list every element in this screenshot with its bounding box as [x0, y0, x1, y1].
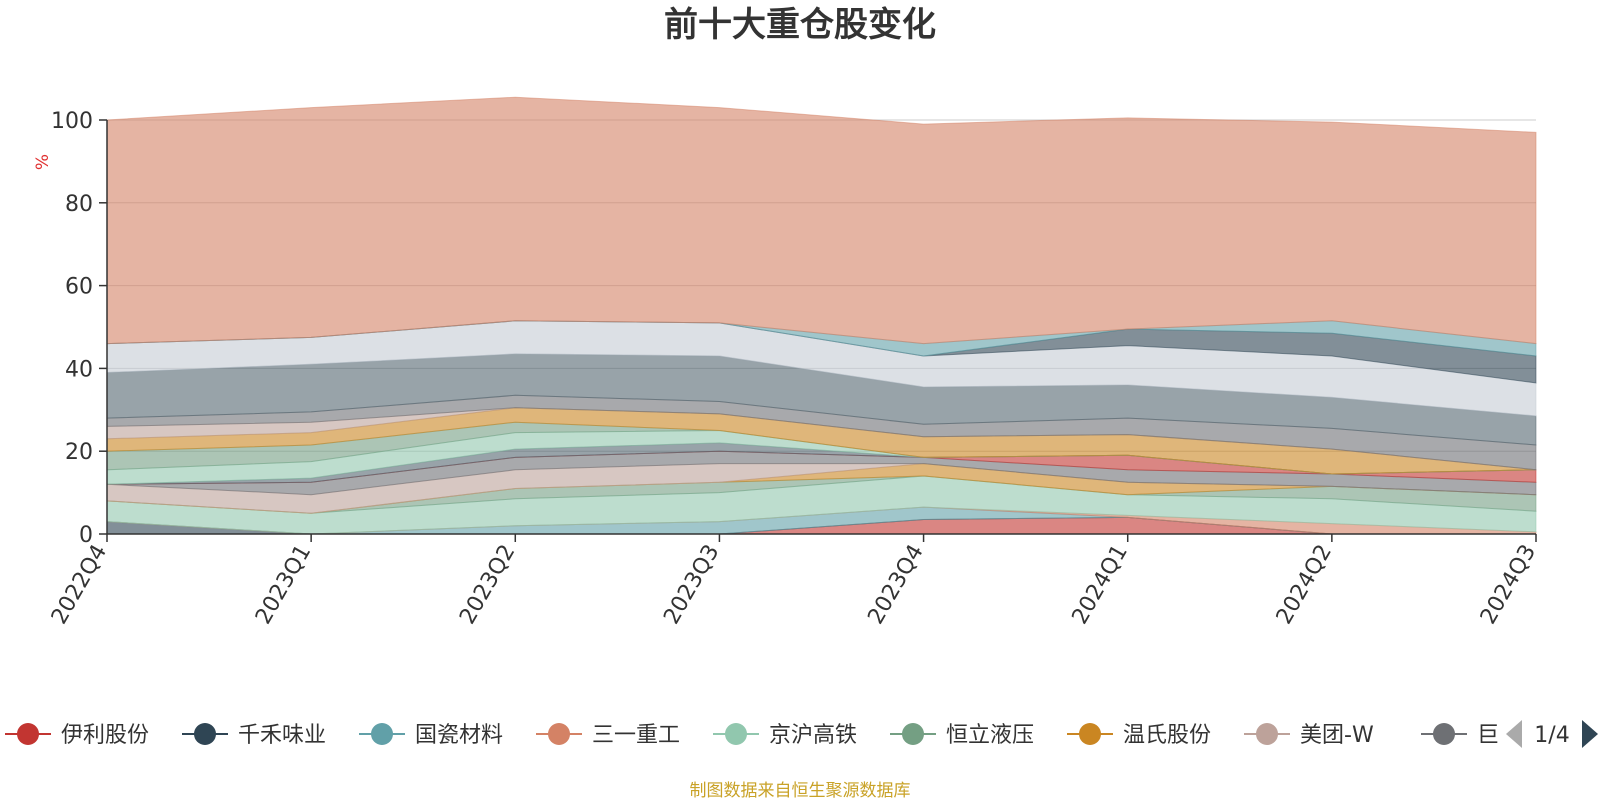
legend-label: 恒立液压: [946, 723, 1034, 748]
legend-next-page-icon[interactable]: [1582, 720, 1598, 748]
legend-page-indicator: 1/4: [1534, 723, 1569, 748]
legend-label: 美团-W: [1300, 723, 1374, 748]
legend-marker: [1079, 723, 1101, 745]
legend-item-3[interactable]: 三一重工: [536, 723, 680, 748]
y-tick-label-40: 40: [65, 357, 93, 382]
x-tick-label-2024Q3: 2024Q3: [1476, 541, 1541, 629]
legend-label: 伊利股份: [61, 723, 149, 748]
y-axis-label: %: [33, 154, 53, 170]
y-tick-label-80: 80: [65, 192, 93, 217]
legend-item-0[interactable]: 伊利股份: [5, 723, 149, 748]
legend-item-2[interactable]: 国瓷材料: [359, 723, 503, 748]
x-tick-label-2023Q1: 2023Q1: [251, 541, 316, 629]
legend-label: 千禾味业: [238, 723, 326, 748]
legend-item-4[interactable]: 京沪高铁: [713, 723, 857, 748]
x-tick-label-2023Q3: 2023Q3: [659, 541, 724, 629]
legend-marker: [194, 723, 216, 745]
x-tick-label-2023Q2: 2023Q2: [455, 541, 520, 629]
x-tick-label-2024Q2: 2024Q2: [1272, 541, 1337, 629]
y-tick-label-20: 20: [65, 440, 93, 465]
legend-label: 京沪高铁: [769, 723, 857, 748]
legend-label: 巨: [1477, 723, 1499, 748]
legend-label: 三一重工: [592, 723, 680, 748]
legend-item-6[interactable]: 温氏股份: [1067, 723, 1211, 748]
x-tick-label-2023Q4: 2023Q4: [863, 541, 928, 629]
legend-item-1[interactable]: 千禾味业: [182, 723, 326, 748]
legend-label: 温氏股份: [1123, 723, 1211, 748]
x-tick-label-2024Q1: 2024Q1: [1068, 541, 1133, 629]
legend-marker: [371, 723, 393, 745]
legend-marker: [725, 723, 747, 745]
stacked-areas: [106, 96, 1537, 535]
y-tick-label-60: 60: [65, 275, 93, 300]
legend-marker: [548, 723, 570, 745]
source-note: 制图数据来自恒生聚源数据库: [689, 781, 911, 801]
chart-title: 前十大重仓股变化: [664, 5, 936, 45]
legend-item-5[interactable]: 恒立液压: [890, 723, 1034, 748]
legend-marker: [1256, 723, 1278, 745]
legend-prev-page-icon[interactable]: [1506, 720, 1522, 748]
area-series-20: [106, 96, 1537, 345]
legend-marker: [17, 723, 39, 745]
x-tick-label-2022Q4: 2022Q4: [47, 541, 112, 629]
legend-item-8[interactable]: 巨: [1421, 723, 1499, 748]
legend-label: 国瓷材料: [415, 723, 503, 748]
legend-item-7[interactable]: 美团-W: [1244, 723, 1374, 748]
y-tick-label-0: 0: [79, 523, 93, 548]
legend-marker: [1433, 723, 1455, 745]
legend[interactable]: 伊利股份 千禾味业 国瓷材料 三一重工 京沪高铁 恒立液压 温氏股份 美团-W 巨 1/4: [5, 720, 1598, 748]
y-tick-label-100: 100: [51, 109, 93, 134]
legend-marker: [902, 723, 924, 745]
